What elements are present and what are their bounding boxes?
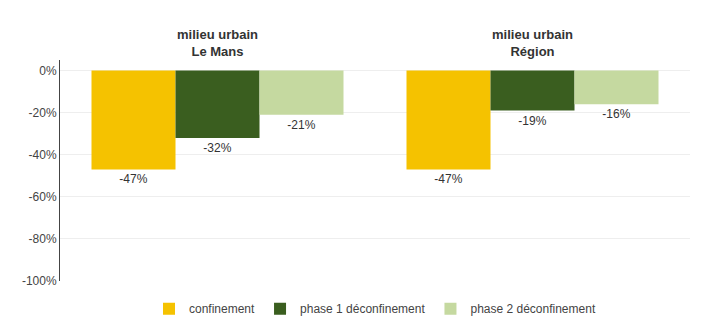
svg-text:-20%: -20%	[29, 106, 57, 120]
svg-text:phase 2 déconfinement: phase 2 déconfinement	[470, 302, 595, 316]
svg-text:-100%: -100%	[22, 274, 57, 288]
svg-text:-47%: -47%	[119, 172, 147, 186]
svg-text:-16%: -16%	[602, 107, 630, 121]
svg-text:confinement: confinement	[189, 302, 255, 316]
svg-text:-80%: -80%	[29, 232, 57, 246]
svg-text:0%: 0%	[39, 64, 57, 78]
svg-text:-47%: -47%	[434, 172, 462, 186]
svg-text:milieu urbainRégion: milieu urbainRégion	[492, 28, 573, 60]
svg-text:-32%: -32%	[203, 141, 231, 155]
svg-text:phase 1 déconfinement: phase 1 déconfinement	[300, 302, 425, 316]
svg-text:-60%: -60%	[29, 190, 57, 204]
svg-text:milieu urbainLe Mans: milieu urbainLe Mans	[177, 28, 258, 60]
svg-text:-19%: -19%	[518, 114, 546, 128]
svg-text:-40%: -40%	[29, 148, 57, 162]
svg-text:-21%: -21%	[287, 118, 315, 132]
